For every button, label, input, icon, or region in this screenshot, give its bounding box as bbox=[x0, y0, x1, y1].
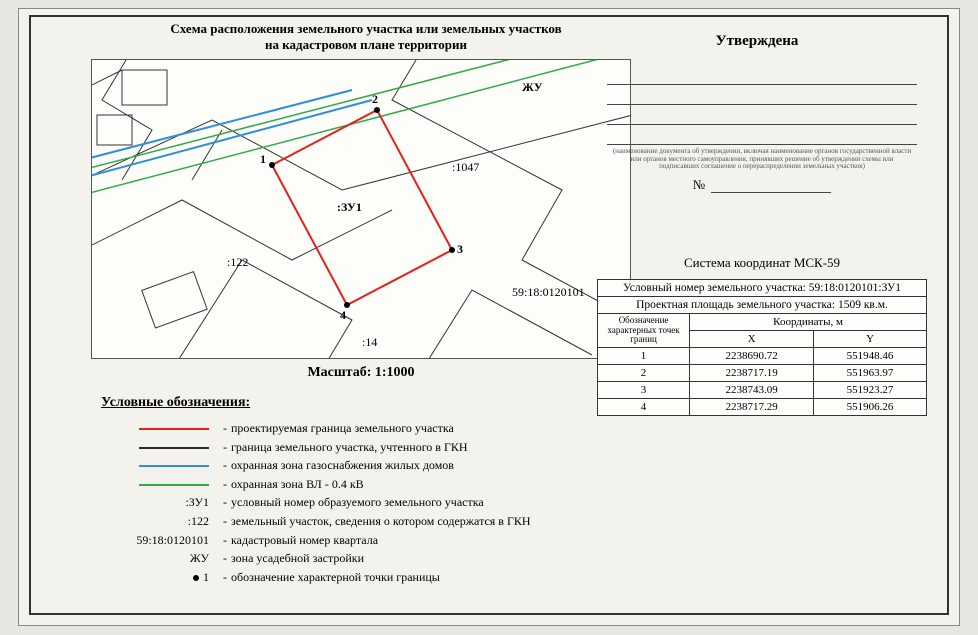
legend-text: граница земельного участка, учтенного в … bbox=[231, 438, 468, 457]
legend-line-red bbox=[139, 428, 209, 430]
title-line-2: на кадастровом плане территории bbox=[101, 37, 631, 53]
map-zone-label: ЖУ bbox=[522, 80, 543, 95]
cell-n: 4 bbox=[598, 399, 690, 416]
map-zu1-label: :ЗУ1 bbox=[337, 200, 362, 215]
cell-y: 551948.46 bbox=[814, 348, 927, 365]
legend-row-projected: - проектируемая граница земельного участ… bbox=[101, 419, 531, 438]
row-parcel-area: Проектная площадь земельного участка: 15… bbox=[598, 297, 927, 314]
signature-note: (наименование документа об утверждении, … bbox=[607, 148, 917, 171]
map-vertex-1: 1 bbox=[260, 152, 266, 167]
legend-row-zu1: :ЗУ1 - условный номер образуемого земель… bbox=[101, 493, 531, 512]
cell-y: 551923.27 bbox=[814, 382, 927, 399]
map-vertex-2: 2 bbox=[372, 92, 378, 107]
legend-row-vl: - охранная зона ВЛ - 0.4 кВ bbox=[101, 475, 531, 494]
map-diagram: ЖУ :1047 :ЗУ1 :122 :14 59:18:0120101 1 2… bbox=[91, 59, 631, 359]
scheme-title: Схема расположения земельного участка ил… bbox=[101, 21, 631, 54]
legend-block: - проектируемая граница земельного участ… bbox=[101, 419, 531, 587]
coord-table-wrap: Условный номер земельного участка: 59:18… bbox=[597, 279, 927, 416]
cell-x: 2238717.19 bbox=[690, 365, 814, 382]
map-parcel-14: :14 bbox=[362, 335, 377, 350]
legend-row-point: 1 - обозначение характерной точки границ… bbox=[101, 568, 531, 587]
row-parcel-num: Условный номер земельного участка: 59:18… bbox=[598, 280, 927, 297]
cell-x: 2238743.09 bbox=[690, 382, 814, 399]
legend-line-green bbox=[139, 484, 209, 486]
legend-row-gkn: - граница земельного участка, учтенного … bbox=[101, 438, 531, 457]
map-cadastral-num: 59:18:0120101 bbox=[512, 285, 585, 300]
legend-title: Условные обозначения: bbox=[101, 395, 250, 411]
map-vertex-3: 3 bbox=[457, 242, 463, 257]
cell-y: 551906.26 bbox=[814, 399, 927, 416]
hdr-y: Y bbox=[814, 331, 927, 348]
table-row: 1 2238690.72 551948.46 bbox=[598, 348, 927, 365]
cell-x: 2238717.29 bbox=[690, 399, 814, 416]
table-row: 2 2238717.19 551963.97 bbox=[598, 365, 927, 382]
legend-dot-icon bbox=[193, 575, 199, 581]
legend-row-122: :122 - земельный участок, сведения о кот… bbox=[101, 512, 531, 531]
title-line-1: Схема расположения земельного участка ил… bbox=[101, 21, 631, 37]
legend-text: обозначение характерной точки границы bbox=[231, 568, 440, 587]
hdr-points: Обозначение характерных точек границ bbox=[598, 314, 690, 348]
legend-text: земельный участок, сведения о котором со… bbox=[231, 512, 531, 531]
legend-row-zone: ЖУ - зона усадебной застройки bbox=[101, 549, 531, 568]
signature-line bbox=[607, 109, 917, 125]
legend-sym: 1 bbox=[203, 568, 209, 587]
legend-line-blue bbox=[139, 465, 209, 467]
no-line bbox=[711, 179, 831, 193]
cell-n: 1 bbox=[598, 348, 690, 365]
legend-sym: :ЗУ1 bbox=[101, 493, 209, 512]
legend-row-gas: - охранная зона газоснабжения жилых домо… bbox=[101, 456, 531, 475]
map-parcel-1047: :1047 bbox=[452, 160, 479, 175]
no-label: № bbox=[693, 177, 705, 193]
hdr-x: X bbox=[690, 331, 814, 348]
signature-block: (наименование документа об утверждении, … bbox=[607, 65, 917, 171]
approved-heading: Утверждена bbox=[607, 33, 907, 50]
cell-n: 3 bbox=[598, 382, 690, 399]
scale-label: Масштаб: 1:1000 bbox=[91, 365, 631, 381]
legend-sym: :122 bbox=[101, 512, 209, 531]
signature-line bbox=[607, 129, 917, 145]
signature-line bbox=[607, 69, 917, 85]
legend-sym: 59:18:0120101 bbox=[101, 531, 209, 550]
legend-text: условный номер образуемого земельного уч… bbox=[231, 493, 484, 512]
document-frame: Схема расположения земельного участка ил… bbox=[29, 15, 949, 615]
table-row: 3 2238743.09 551923.27 bbox=[598, 382, 927, 399]
page: Схема расположения земельного участка ил… bbox=[18, 8, 960, 626]
hdr-coords: Координаты, м bbox=[690, 314, 927, 331]
cell-n: 2 bbox=[598, 365, 690, 382]
legend-text: кадастровый номер квартала bbox=[231, 531, 378, 550]
coord-system: Система координат МСК-59 bbox=[607, 255, 917, 271]
doc-number-row: № bbox=[607, 177, 917, 193]
map-parcel-122: :122 bbox=[227, 255, 248, 270]
legend-line-black bbox=[139, 447, 209, 449]
legend-text: охранная зона ВЛ - 0.4 кВ bbox=[231, 475, 364, 494]
legend-row-cadnum: 59:18:0120101 - кадастровый номер кварта… bbox=[101, 531, 531, 550]
legend-sym: ЖУ bbox=[101, 549, 209, 568]
legend-text: проектируемая граница земельного участка bbox=[231, 419, 454, 438]
map-vertex-4: 4 bbox=[340, 308, 346, 323]
cell-x: 2238690.72 bbox=[690, 348, 814, 365]
legend-text: зона усадебной застройки bbox=[231, 549, 364, 568]
legend-text: охранная зона газоснабжения жилых домов bbox=[231, 456, 454, 475]
table-row: 4 2238717.29 551906.26 bbox=[598, 399, 927, 416]
cell-y: 551963.97 bbox=[814, 365, 927, 382]
coord-table: Условный номер земельного участка: 59:18… bbox=[597, 279, 927, 416]
signature-line bbox=[607, 89, 917, 105]
